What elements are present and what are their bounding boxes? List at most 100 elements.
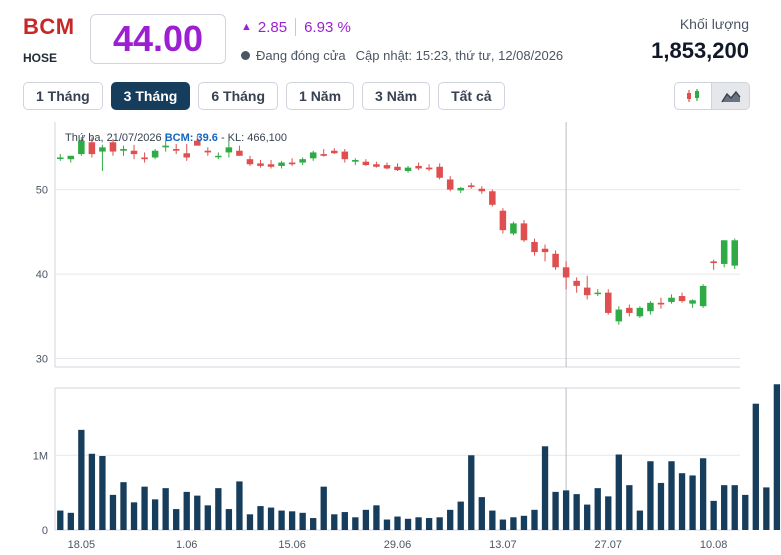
volume-bar bbox=[120, 482, 127, 530]
volume-bar bbox=[668, 461, 675, 530]
candle-body bbox=[541, 248, 549, 253]
volume-bar bbox=[331, 514, 338, 530]
volume-bar bbox=[731, 485, 738, 530]
volume-bar bbox=[531, 509, 538, 530]
candlestick-icon bbox=[687, 89, 699, 102]
candle-body bbox=[151, 150, 159, 158]
volume-bar bbox=[310, 518, 317, 530]
candle-body bbox=[88, 142, 96, 155]
tooltip-volume: - KL: 466,100 bbox=[218, 132, 287, 144]
chart-type-switcher bbox=[674, 82, 750, 110]
candle-body bbox=[352, 160, 359, 162]
period-tab[interactable]: 1 Tháng bbox=[23, 82, 103, 110]
volume-bar bbox=[204, 505, 211, 530]
volume-bar bbox=[510, 517, 517, 530]
volume-bar bbox=[520, 515, 528, 530]
x-tick-label: 10.08 bbox=[700, 539, 728, 551]
volume-bar bbox=[594, 488, 601, 530]
volume-bar bbox=[99, 456, 106, 530]
exchange-label: HOSE bbox=[23, 51, 58, 65]
period-tab[interactable]: Tất cả bbox=[438, 82, 505, 110]
period-tab[interactable]: 1 Năm bbox=[286, 82, 355, 110]
candle-body bbox=[489, 191, 496, 205]
volume-bar bbox=[605, 496, 612, 530]
x-tick-label: 13.07 bbox=[489, 539, 517, 551]
volume-bar bbox=[299, 512, 306, 530]
candle-body bbox=[57, 157, 64, 159]
price-box: 44.00 bbox=[90, 14, 226, 64]
volume-bar bbox=[215, 488, 222, 530]
candle-body bbox=[689, 300, 696, 304]
candle-body bbox=[605, 292, 612, 313]
volume-bar bbox=[67, 512, 74, 530]
volume-bar bbox=[773, 384, 781, 530]
volume-bar bbox=[341, 512, 348, 530]
change-separator bbox=[295, 18, 297, 36]
period-tab[interactable]: 3 Năm bbox=[362, 82, 431, 110]
volume-bar bbox=[468, 455, 475, 530]
volume-bar bbox=[447, 509, 454, 530]
period-tabs: 1 Tháng 3 Tháng 6 Tháng 1 Năm 3 Năm Tất cả bbox=[23, 82, 505, 110]
candle-body bbox=[162, 145, 169, 148]
volume-bar bbox=[267, 507, 275, 530]
volume-bar bbox=[278, 510, 285, 530]
volume-bar bbox=[499, 519, 507, 530]
volume-bar bbox=[352, 517, 359, 530]
volume-bar bbox=[457, 501, 464, 530]
x-tick-label: 15.06 bbox=[278, 539, 306, 551]
volume-bar bbox=[436, 517, 443, 530]
area-chart-button[interactable] bbox=[712, 82, 750, 110]
volume-bar bbox=[489, 510, 496, 530]
last-price: 44.00 bbox=[112, 18, 204, 59]
candlestick-chart-button[interactable] bbox=[674, 82, 712, 110]
volume-bar bbox=[415, 517, 422, 530]
market-status: Đang đóng cửa Cập nhật: 15:23, thứ tư, 1… bbox=[241, 48, 563, 63]
x-tick-label: 18.05 bbox=[68, 539, 96, 551]
candle-body bbox=[373, 164, 380, 167]
candle-body bbox=[678, 296, 686, 302]
candle-body bbox=[299, 159, 306, 163]
volume-value: 1,853,200 bbox=[651, 38, 749, 63]
candle-body bbox=[172, 149, 180, 151]
status-text: Đang đóng cửa bbox=[256, 48, 346, 63]
volume-bar bbox=[657, 482, 665, 530]
update-time: Cập nhật: 15:23, thứ tư, 12/08/2026 bbox=[355, 48, 564, 63]
volume-bar bbox=[362, 509, 370, 530]
period-tab[interactable]: 3 Tháng bbox=[110, 82, 191, 110]
candle-body bbox=[362, 161, 370, 166]
candle-body bbox=[67, 155, 75, 160]
candle-body bbox=[278, 162, 285, 166]
candle-body bbox=[710, 261, 717, 264]
candle-body bbox=[720, 240, 728, 264]
candle-body bbox=[446, 179, 454, 190]
volume-bar bbox=[373, 505, 380, 530]
ticker-symbol: BCM bbox=[23, 14, 75, 39]
candle-body bbox=[383, 165, 391, 169]
candle-body bbox=[499, 210, 507, 231]
candle-body bbox=[699, 285, 707, 307]
candle-body bbox=[130, 150, 138, 155]
volume-bar bbox=[225, 509, 233, 530]
volume-bar bbox=[699, 458, 707, 530]
volume-label: Khối lượng bbox=[679, 16, 749, 32]
volume-bar bbox=[194, 495, 201, 530]
candle-body bbox=[267, 164, 275, 167]
up-triangle-icon: ▲ bbox=[241, 21, 252, 33]
volume-bar bbox=[615, 454, 622, 530]
candle-body bbox=[636, 307, 644, 317]
volume-bar bbox=[404, 518, 412, 530]
x-tick-label: 27.07 bbox=[595, 539, 623, 551]
x-tick-label: 29.06 bbox=[384, 539, 412, 551]
period-tab[interactable]: 6 Tháng bbox=[198, 82, 279, 110]
candle-body bbox=[552, 253, 559, 268]
volume-bar bbox=[320, 486, 327, 530]
tooltip-date: Thứ ba, 21/07/2026 bbox=[65, 132, 165, 144]
candle-body bbox=[404, 167, 412, 171]
volume-bar bbox=[552, 491, 559, 530]
volume-bar bbox=[173, 509, 180, 530]
volume-bar bbox=[541, 446, 549, 530]
candle-body bbox=[520, 223, 528, 241]
price-tick-label: 30 bbox=[36, 354, 48, 366]
candle-body bbox=[120, 149, 127, 151]
